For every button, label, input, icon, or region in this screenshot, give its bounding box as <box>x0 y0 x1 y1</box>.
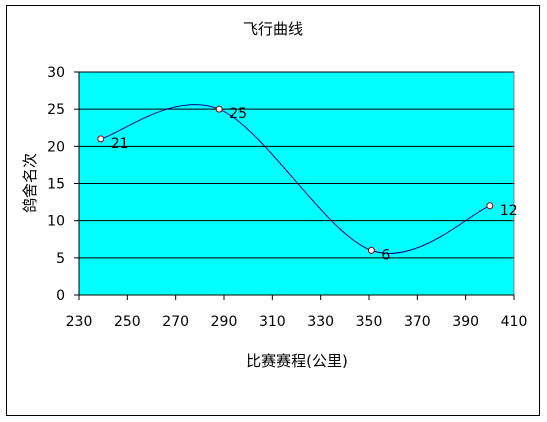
x-tick-label: 230 <box>66 314 93 330</box>
y-tick-label: 30 <box>47 65 65 81</box>
x-tick-label: 330 <box>307 314 334 330</box>
data-point <box>97 135 105 143</box>
x-tick-label: 370 <box>404 314 431 330</box>
x-tick-label: 410 <box>501 314 528 330</box>
y-tick-label: 15 <box>47 177 65 193</box>
x-tick-label: 270 <box>162 314 189 330</box>
series-line <box>100 104 491 254</box>
data-label: 6 <box>381 247 390 263</box>
data-label: 21 <box>111 136 129 152</box>
x-tick-label: 290 <box>211 314 238 330</box>
x-axis-title: 比赛赛程(公里) <box>246 352 348 370</box>
x-tick-label: 310 <box>259 314 286 330</box>
y-tick-label: 10 <box>47 214 65 230</box>
data-point <box>367 246 375 254</box>
plot-area: 0 5 10 15 20 25 30 230 250 270 290 310 330 350 370 390 4… <box>47 65 527 330</box>
data-point <box>215 105 223 113</box>
data-label: 12 <box>500 203 518 219</box>
y-tick-label: 5 <box>56 251 65 267</box>
x-tick-label: 350 <box>356 314 383 330</box>
chart-title: 飞行曲线 <box>243 20 303 38</box>
x-tick-label: 390 <box>452 314 479 330</box>
y-tick-label: 25 <box>47 102 65 118</box>
data-label: 25 <box>229 106 247 122</box>
y-tick-label: 0 <box>56 288 65 304</box>
y-axis-title: 鸽舍名次 <box>21 153 39 213</box>
data-point <box>486 202 494 210</box>
x-tick-label: 250 <box>114 314 141 330</box>
y-tick-label: 20 <box>47 139 65 155</box>
